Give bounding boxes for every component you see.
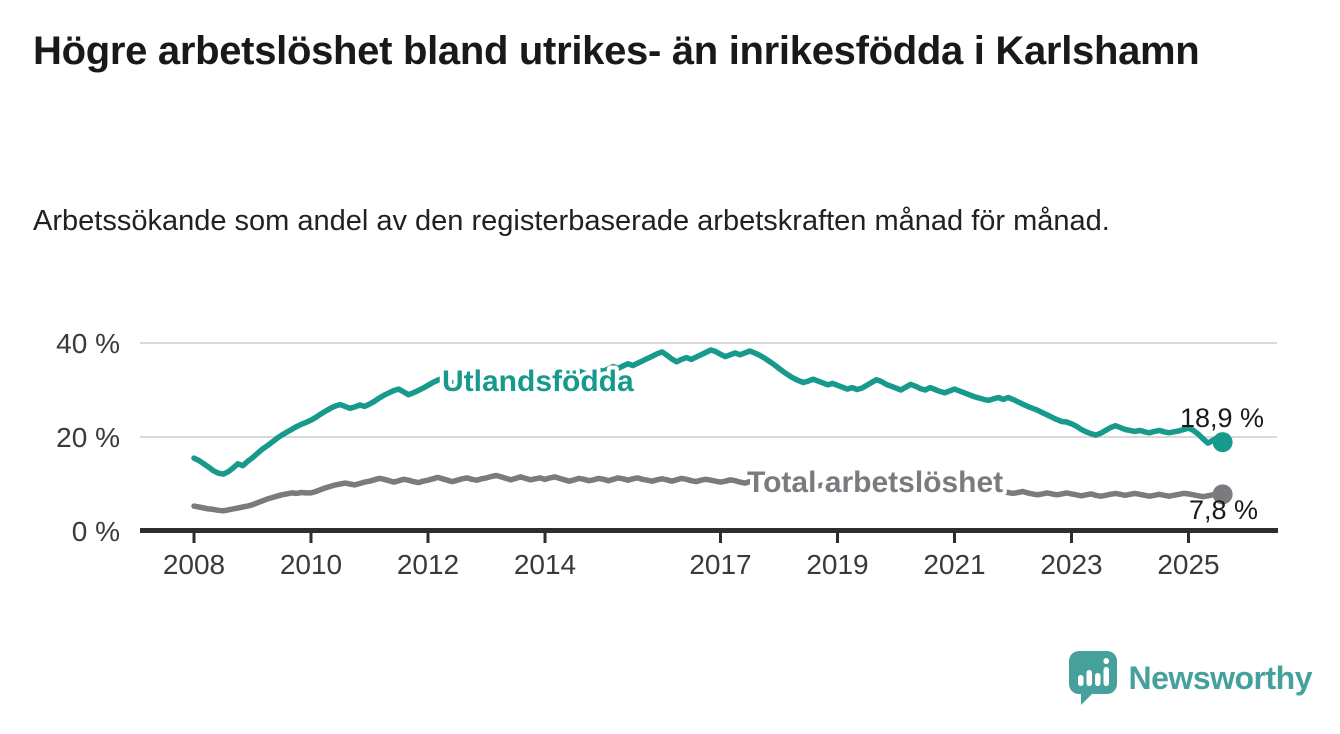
y-tick-label-20: 20 % [56, 422, 120, 453]
series-label-0: Utlandsfödda [442, 365, 634, 398]
page-title: Högre arbetslöshet bland utrikes- än inr… [33, 29, 1200, 73]
x-tick-label-2008: 2008 [163, 549, 225, 580]
end-value-label-1: 7,8 % [1189, 495, 1258, 525]
x-tick-label-2019: 2019 [806, 549, 868, 580]
newsworthy-wordmark: Newsworthy [1128, 659, 1313, 696]
series-label-1: Total arbetslöshet [747, 466, 1003, 499]
end-value-label-0: 18,9 % [1180, 403, 1264, 433]
x-tick-label-2014: 2014 [514, 549, 576, 580]
newsworthy-bubble-chart-icon [1068, 650, 1118, 706]
speech-bubble-shape [1068, 651, 1117, 705]
x-tick-label-2010: 2010 [280, 549, 342, 580]
series-end-dot-1 [1212, 484, 1233, 505]
y-tick-label-0: 0 % [72, 516, 120, 547]
series-end-dot-0 [1212, 432, 1233, 453]
x-tick-label-2017: 2017 [689, 549, 751, 580]
x-tick-label-2023: 2023 [1040, 549, 1102, 580]
x-tick-label-2021: 2021 [923, 549, 985, 580]
x-tick-label-2012: 2012 [397, 549, 459, 580]
series-line-0 [191, 347, 1226, 477]
series-line-1 [191, 472, 1226, 514]
chart-subtitle: Arbetssökande som andel av den registerb… [33, 205, 1110, 237]
x-tick-label-2025: 2025 [1157, 549, 1219, 580]
y-tick-label-40: 40 % [56, 328, 120, 359]
newsworthy-logo[interactable]: Newsworthy [1068, 650, 1313, 706]
